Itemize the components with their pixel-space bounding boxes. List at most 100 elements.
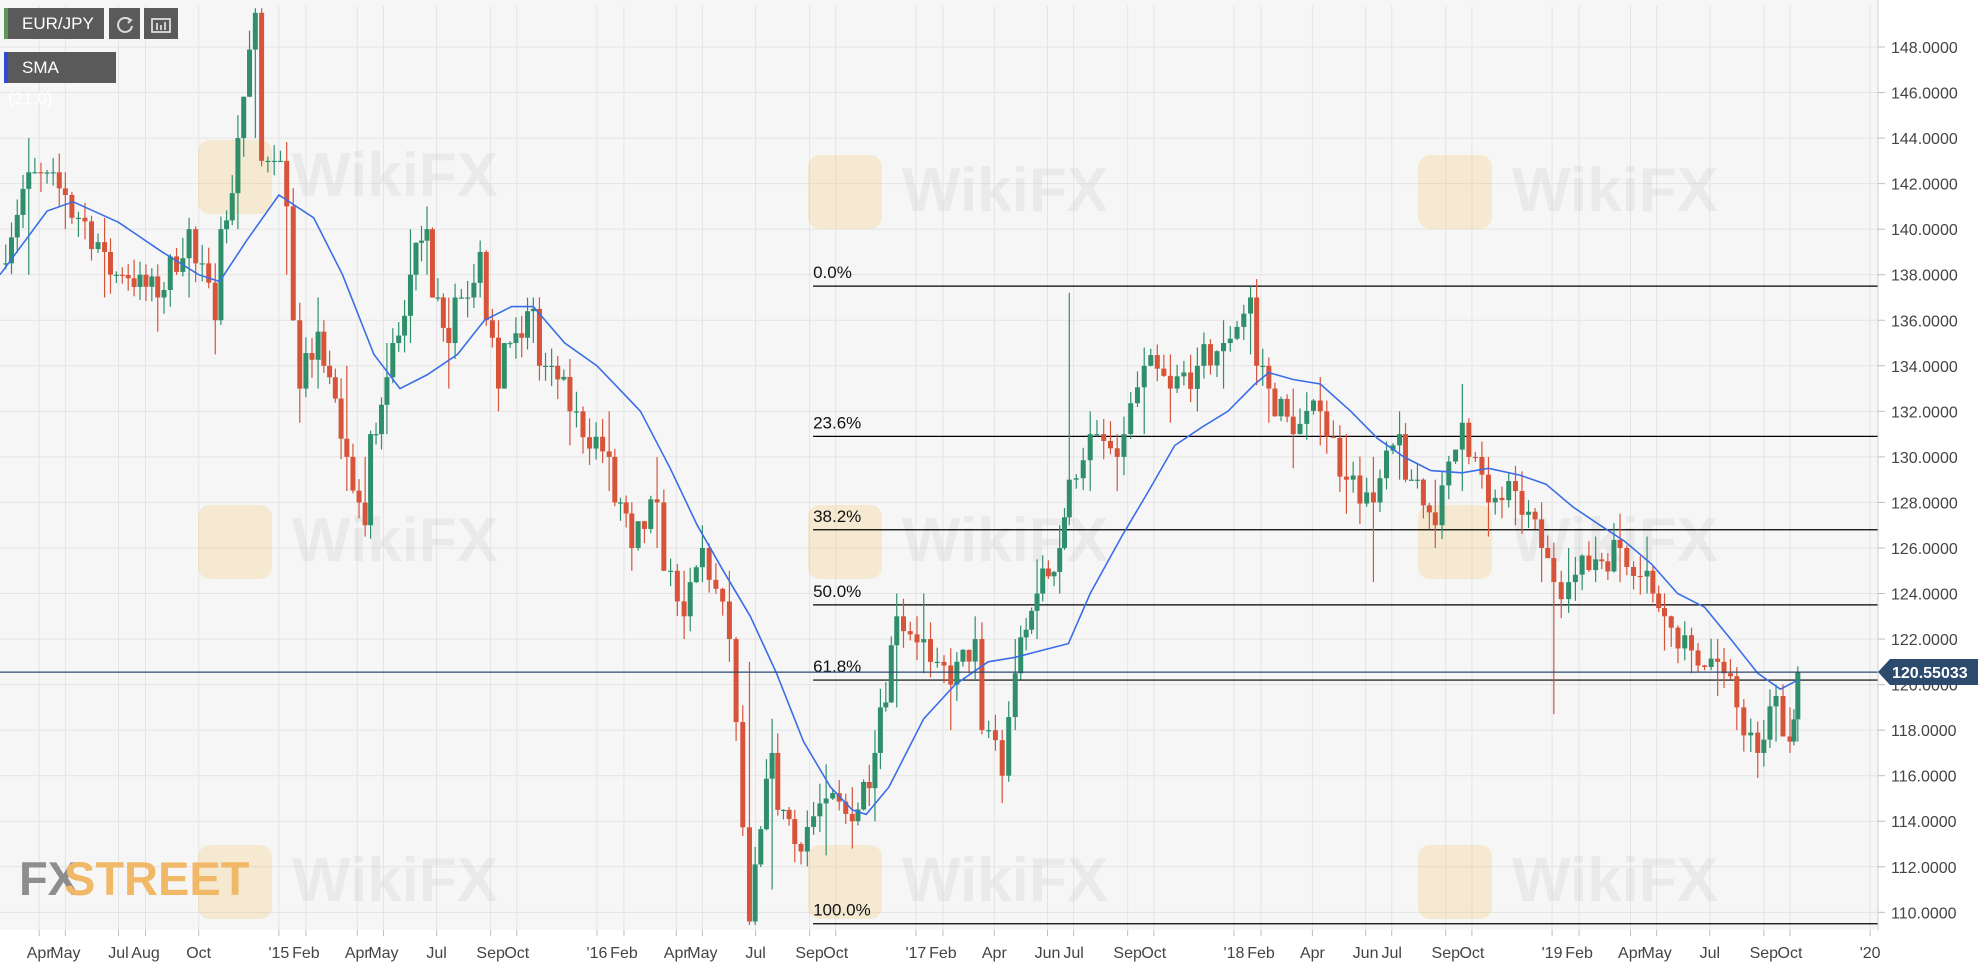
candle-body — [1506, 481, 1512, 501]
candle — [606, 411, 612, 492]
candle — [290, 188, 296, 322]
candle-body — [1426, 505, 1432, 513]
candle — [830, 789, 836, 800]
candle — [1134, 371, 1140, 408]
candle — [866, 764, 872, 806]
wikifx-watermark: WikiFX — [808, 155, 1108, 229]
candle — [1260, 348, 1266, 386]
candle — [501, 342, 507, 389]
sma-indicator-badge[interactable]: SMA (21,0) — [4, 52, 116, 108]
x-tick-label: '20 — [1860, 945, 1881, 962]
candle-body — [265, 160, 271, 163]
candle — [954, 652, 960, 701]
candle-body — [573, 411, 579, 413]
candle — [530, 297, 536, 344]
candle-body — [1128, 403, 1134, 435]
candle — [1558, 570, 1564, 619]
candle — [519, 315, 525, 358]
candle — [440, 293, 446, 342]
candle — [706, 543, 712, 593]
watermark-layer: WikiFX WikiFX WikiFX WikiFX WikiFX WikiFX Wiki… — [198, 140, 1718, 919]
candle — [20, 174, 26, 228]
axis-background — [1878, 0, 1978, 970]
candle-body — [894, 616, 900, 646]
candle-body — [1485, 474, 1491, 503]
candle — [495, 320, 501, 412]
candle — [1377, 469, 1383, 512]
x-tick-label: Jul — [1063, 945, 1083, 962]
x-tick-label: Oct — [1141, 945, 1166, 962]
candle-body — [446, 327, 452, 344]
refresh-button[interactable] — [109, 8, 140, 39]
candle — [907, 621, 913, 641]
candle-body — [758, 829, 764, 865]
candle-body — [56, 172, 62, 189]
candle — [1350, 461, 1356, 493]
candle-body — [1661, 608, 1667, 617]
candle-body — [507, 343, 513, 345]
candle — [315, 297, 321, 389]
candle — [883, 682, 889, 712]
watermark-logo-icon — [808, 155, 882, 229]
x-tick-label: Sep — [1750, 945, 1779, 962]
candle — [1408, 469, 1414, 481]
candle — [934, 647, 940, 668]
candle — [1644, 536, 1650, 594]
candle — [561, 369, 567, 382]
candle-body — [1761, 739, 1767, 753]
candle — [1266, 357, 1272, 423]
candle-body — [1148, 355, 1154, 366]
y-tick-label: 148.0000 — [1891, 40, 1958, 57]
candle-body — [1254, 297, 1260, 366]
candle-body — [866, 781, 872, 789]
x-tick-label: Jul — [1381, 945, 1401, 962]
candle-body — [303, 353, 309, 389]
candle — [1154, 344, 1160, 382]
y-tick-label: 136.0000 — [1891, 313, 1958, 330]
candle — [960, 648, 966, 667]
candle — [1453, 449, 1459, 465]
candle-body — [32, 172, 38, 174]
candle — [928, 622, 934, 678]
candle — [1324, 400, 1330, 454]
candle — [161, 281, 167, 314]
chart-settings-button[interactable] — [144, 8, 178, 39]
candle — [356, 479, 362, 519]
candle — [654, 456, 660, 548]
symbol-badge[interactable]: EUR/JPY — [4, 8, 104, 39]
candle-body — [1650, 570, 1656, 594]
candle-body — [1787, 736, 1793, 742]
y-tick-label: 140.0000 — [1891, 222, 1958, 239]
candle — [979, 622, 985, 735]
candle-body — [681, 601, 687, 617]
candle-body — [1006, 717, 1012, 776]
candle — [1599, 552, 1605, 570]
candle-body — [321, 331, 327, 366]
candle — [1241, 304, 1247, 340]
candle — [413, 242, 419, 291]
candle-body — [107, 251, 113, 275]
candle — [1586, 541, 1592, 572]
candle — [424, 206, 430, 275]
candle — [1248, 286, 1254, 355]
x-tick-label: Jul — [426, 945, 446, 962]
candle — [1539, 502, 1545, 583]
candle — [1767, 689, 1773, 748]
candle — [1066, 292, 1072, 526]
x-tick-label: Feb — [929, 945, 957, 962]
candle — [452, 283, 458, 359]
candle — [1094, 420, 1100, 437]
candle-body — [471, 282, 477, 298]
candle-body — [1304, 410, 1310, 424]
candle — [14, 199, 20, 253]
candle-body — [1773, 696, 1779, 707]
candle — [1297, 408, 1303, 435]
x-tick-label: Apr — [664, 945, 690, 962]
candle-body — [1154, 355, 1160, 369]
candle — [489, 308, 495, 348]
candle — [1311, 399, 1317, 415]
candle-body — [229, 193, 235, 221]
candle — [332, 368, 338, 403]
